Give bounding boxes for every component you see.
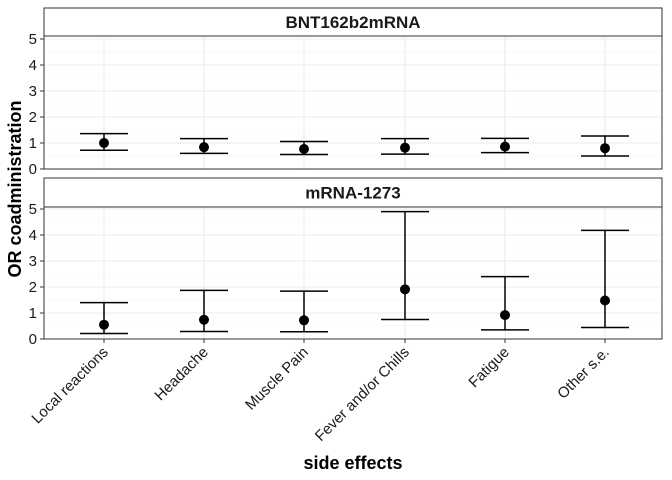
y-tick-label: 0	[29, 331, 37, 348]
y-tick-label: 5	[29, 31, 37, 48]
x-tick-label: Other s.e.	[554, 344, 613, 403]
y-tick-label: 1	[29, 305, 37, 322]
data-point	[400, 142, 410, 153]
data-point	[199, 314, 209, 325]
y-tick-label: 0	[29, 161, 37, 178]
errorbar-group	[280, 140, 328, 156]
errorbar-group	[581, 135, 629, 157]
y-tick-label: 4	[29, 227, 37, 244]
panel-border	[43, 206, 663, 340]
errorbar-group	[180, 137, 228, 155]
facet-strip-label: mRNA-1273	[305, 184, 400, 203]
x-tick-label: Fatigue	[465, 344, 512, 391]
x-tick-label: Fever and/or Chills	[312, 344, 413, 445]
data-point	[99, 319, 109, 330]
data-point	[400, 284, 410, 295]
errorbar-group	[80, 132, 128, 152]
facet-strip	[43, 177, 663, 208]
panel-border	[43, 35, 663, 170]
data-point	[600, 295, 610, 306]
data-point	[500, 141, 510, 152]
errorbar-group	[581, 229, 629, 329]
x-tick-label: Muscle Pain	[242, 344, 312, 414]
y-tick-label: 5	[29, 201, 37, 218]
data-point	[600, 143, 610, 154]
x-tick-label: Headache	[151, 344, 211, 404]
y-axis-title: OR coadministration	[5, 100, 25, 277]
errorbar-group	[80, 301, 128, 335]
y-tick-label: 1	[29, 135, 37, 152]
x-tick-label: Local reactions	[28, 344, 111, 427]
x-axis-title: side effects	[303, 453, 402, 473]
facet-panel-0: BNT162b2mRNA 0 1 2 3 4 5	[29, 7, 663, 178]
data-point	[199, 142, 209, 153]
y-tick-label: 3	[29, 83, 37, 100]
errorbar-group	[180, 289, 228, 333]
y-tick-label: 2	[29, 109, 37, 126]
data-point	[299, 315, 309, 326]
facet-strip-label: BNT162b2mRNA	[285, 13, 420, 32]
facet-strip	[43, 7, 663, 37]
errorbar-group	[481, 275, 529, 331]
errorbar-group	[481, 137, 529, 154]
data-point	[299, 143, 309, 154]
data-point	[99, 138, 109, 148]
errorbar-group	[280, 290, 328, 333]
y-tick-label: 3	[29, 253, 37, 270]
errorbar-group	[381, 210, 429, 321]
y-tick-label: 2	[29, 279, 37, 296]
facet-panel-1: mRNA-1273 0 1 2 3 4 5	[29, 177, 663, 348]
y-tick-label: 4	[29, 57, 37, 74]
data-point	[500, 310, 510, 321]
errorbar-group	[381, 137, 429, 155]
